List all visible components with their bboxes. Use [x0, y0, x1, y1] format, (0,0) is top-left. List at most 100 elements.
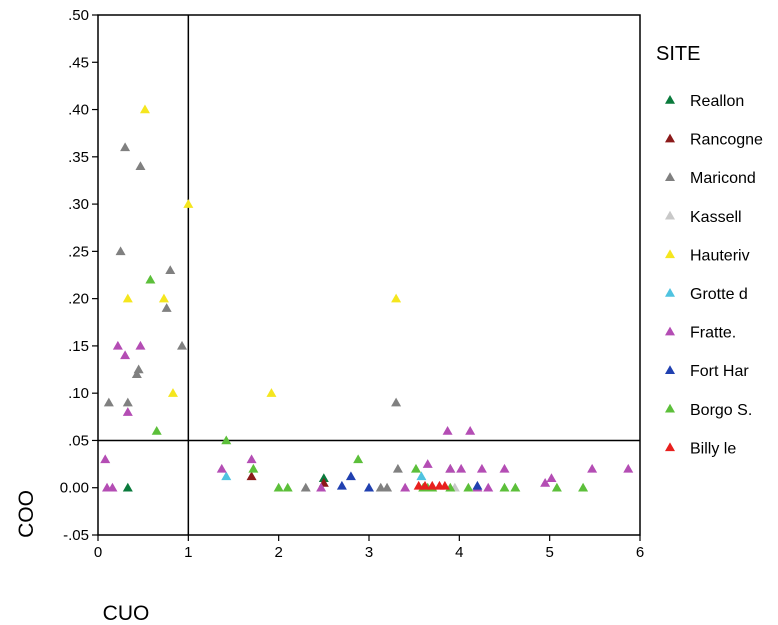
legend-label: Fratte.	[690, 325, 736, 342]
legend-label: Grotte d	[690, 286, 748, 303]
data-point	[420, 480, 431, 490]
y-tick-label: .45	[68, 54, 89, 71]
data-point	[248, 463, 259, 473]
data-point	[266, 388, 277, 397]
data-point	[131, 369, 142, 379]
data-points	[100, 104, 634, 492]
data-point	[221, 471, 232, 481]
x-axis: 0 1 2 3 4 5 6	[94, 535, 644, 561]
legend-marker	[665, 172, 675, 181]
data-point	[427, 480, 438, 490]
y-axis: .50 .45 .40 .35 .30 .25 .20 .15 .10 .05 0.00 -.05	[60, 7, 98, 544]
y-tick-label: .20	[68, 291, 89, 308]
data-point	[115, 246, 126, 256]
data-point	[353, 454, 364, 464]
data-point	[122, 482, 133, 492]
data-point	[133, 364, 144, 374]
y-tick-label: .40	[68, 102, 89, 119]
series-maricond	[103, 142, 456, 492]
legend-item: Fratte.	[665, 325, 736, 342]
legend-label: Fort Har	[690, 363, 749, 380]
legend-marker	[665, 210, 675, 220]
data-point	[456, 463, 467, 473]
data-point	[177, 340, 188, 350]
data-point	[476, 463, 487, 473]
data-point	[463, 482, 474, 492]
y-tick-label: .35	[68, 149, 89, 166]
legend-marker	[665, 133, 675, 143]
data-point	[345, 471, 356, 481]
legend: SITE Reallon Rancogne Maricond Kassell Haute…	[656, 43, 763, 457]
legend-label: Rancogne	[690, 132, 763, 149]
data-point	[499, 463, 510, 473]
data-point	[413, 480, 424, 490]
data-point	[300, 482, 311, 492]
legend-label: Billy le	[690, 440, 736, 457]
data-point	[465, 426, 476, 435]
legend-marker	[665, 249, 675, 259]
series-fratte	[100, 340, 634, 492]
series-reallon	[122, 473, 329, 492]
x-tick-label: 2	[274, 544, 282, 561]
legend-item: Reallon	[665, 93, 744, 110]
legend-label: Maricond	[690, 170, 756, 187]
data-point	[165, 265, 176, 275]
data-point	[112, 340, 123, 350]
data-point	[587, 463, 598, 473]
x-tick-label: 6	[636, 544, 644, 561]
data-point	[442, 426, 453, 435]
data-point	[122, 293, 133, 303]
y-tick-label: -.05	[63, 527, 89, 544]
data-point	[120, 142, 131, 152]
data-point	[578, 482, 589, 492]
data-point	[546, 473, 557, 483]
data-point	[510, 482, 521, 492]
legend-item: Rancogne	[665, 132, 763, 149]
y-tick-label: 0.00	[60, 480, 89, 497]
x-tick-label: 5	[545, 544, 553, 561]
data-point	[375, 482, 386, 492]
data-point	[410, 463, 421, 473]
data-point	[483, 482, 494, 492]
data-point	[122, 397, 133, 407]
data-point	[107, 482, 118, 492]
legend-marker	[665, 403, 675, 413]
data-point	[392, 463, 403, 473]
data-point	[122, 407, 133, 416]
plot-area	[97, 14, 641, 536]
data-point	[540, 478, 551, 487]
data-point	[161, 303, 172, 312]
data-point	[499, 482, 510, 492]
legend-label: Hauteriv	[690, 247, 750, 264]
y-axis-title: COO	[15, 490, 38, 538]
legend-item: Fort Har	[665, 363, 749, 380]
data-point	[120, 350, 131, 360]
data-point	[422, 459, 433, 468]
legend-label: Reallon	[690, 93, 744, 110]
data-point	[151, 426, 162, 435]
series-fort-har	[336, 471, 483, 492]
series-grotte-d	[221, 471, 427, 481]
data-point	[472, 480, 483, 490]
data-point	[391, 293, 402, 303]
data-point	[445, 463, 456, 473]
y-tick-label: .05	[68, 432, 89, 449]
data-point	[364, 482, 374, 492]
legend-item: Kassell	[665, 209, 742, 226]
data-point	[221, 435, 232, 445]
data-point	[391, 397, 402, 407]
data-point	[400, 482, 411, 492]
data-point	[382, 482, 393, 492]
data-point	[216, 463, 227, 473]
reference-lines	[98, 15, 640, 535]
legend-marker	[665, 442, 675, 452]
series-billy-le	[413, 480, 450, 490]
legend-label: Borgo S.	[690, 402, 752, 419]
y-tick-label: .30	[68, 196, 89, 213]
data-point	[100, 454, 111, 464]
y-tick-label: .50	[68, 7, 89, 24]
y-tick-label: .25	[68, 243, 89, 260]
legend-marker	[665, 365, 675, 374]
x-axis-title: CUO	[103, 602, 150, 625]
legend-item: Billy le	[665, 440, 736, 457]
